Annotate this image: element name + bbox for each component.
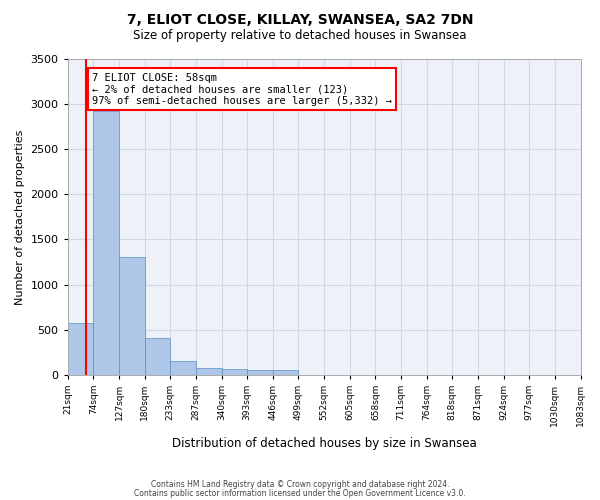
Text: Contains public sector information licensed under the Open Government Licence v3: Contains public sector information licen… (134, 488, 466, 498)
Bar (94, 112, 119, 374)
Bar (145, 338, 170, 374)
Text: 7, ELIOT CLOSE, KILLAY, SWANSEA, SA2 7DN: 7, ELIOT CLOSE, KILLAY, SWANSEA, SA2 7DN (127, 12, 473, 26)
Text: 7 ELIOT CLOSE: 58sqm
← 2% of detached houses are smaller (123)
97% of semi-detac: 7 ELIOT CLOSE: 58sqm ← 2% of detached ho… (92, 72, 392, 106)
Bar (68, 324, 94, 374)
Y-axis label: Number of detached properties: Number of detached properties (15, 129, 25, 304)
Text: Size of property relative to detached houses in Swansea: Size of property relative to detached ho… (133, 29, 467, 42)
Text: Contains HM Land Registry data © Crown copyright and database right 2024.: Contains HM Land Registry data © Crown c… (151, 480, 449, 489)
X-axis label: Distribution of detached houses by size in Swansea: Distribution of detached houses by size … (172, 437, 476, 450)
Bar (196, 368, 221, 374)
Bar (119, 256, 145, 374)
Bar (221, 370, 247, 374)
Bar (170, 361, 196, 374)
Bar (273, 370, 298, 374)
Bar (247, 370, 273, 374)
